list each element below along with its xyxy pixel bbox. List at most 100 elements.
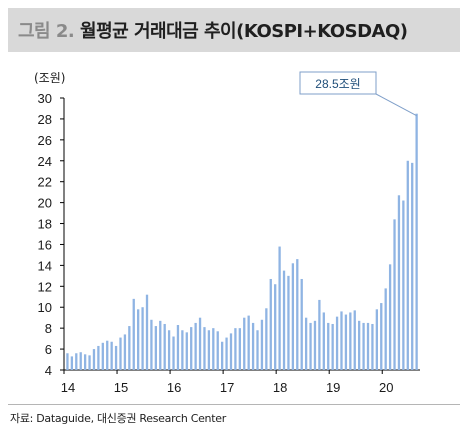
x-tick-label: 19	[326, 380, 340, 395]
y-tick-label: 28	[38, 112, 52, 127]
bar-2014-11	[110, 341, 113, 370]
bar-2018-01	[278, 246, 281, 370]
y-tick-label: 14	[38, 258, 52, 273]
bar-2019-05	[349, 312, 352, 370]
bar-2014-09	[101, 342, 104, 370]
bar-2016-01	[172, 336, 175, 370]
bar-2015-11	[163, 323, 166, 370]
bar-2014-12	[114, 345, 118, 370]
bar-2019-01	[331, 323, 334, 370]
x-tick-label: 15	[114, 380, 128, 395]
peak-callout: 28.5조원	[299, 71, 417, 117]
bar-2014-07	[92, 349, 96, 370]
bar-2018-10	[318, 299, 321, 370]
bar-2018-03	[287, 275, 290, 370]
bar-2016-07	[198, 317, 202, 370]
bar-2020-08	[415, 113, 418, 370]
bar-2018-08	[309, 322, 312, 370]
bar-2019-04	[344, 314, 348, 370]
x-axis-ticks: 14 15 16 17 18 19 20	[61, 370, 393, 395]
bar-2019-09	[366, 322, 370, 370]
y-tick-label: 24	[38, 154, 52, 169]
bar-2019-10	[371, 323, 374, 370]
bar-2017-01	[225, 337, 228, 370]
figure-title: 그림 2. 월평균 거래대금 추이(KOSPI+KOSDAQ)	[18, 17, 408, 43]
bar-2017-09	[260, 319, 264, 370]
bar-2020-04	[397, 195, 401, 370]
bar-2016-10	[212, 328, 215, 370]
bar-2016-03	[181, 330, 184, 370]
y-tick-label: 10	[38, 300, 52, 315]
x-tick-label: 14	[61, 380, 75, 395]
bar-2019-08	[362, 322, 365, 370]
bar-2019-06	[353, 310, 356, 370]
bar-2020-05	[402, 200, 405, 370]
y-tick-label: 22	[38, 175, 52, 190]
bar-2016-08	[203, 327, 206, 370]
bar-2015-03	[128, 326, 131, 370]
bar-2014-01	[66, 353, 69, 370]
bar-2018-07	[304, 317, 308, 370]
y-tick-label: 30	[38, 91, 52, 106]
y-tick-label: 16	[38, 237, 52, 252]
bar-2014-05	[83, 354, 87, 370]
x-tick-label: 16	[167, 380, 181, 395]
bar-2018-02	[282, 270, 286, 370]
source-note: 자료: Dataguide, 대신증권 Research Center	[10, 412, 226, 425]
callout-box	[299, 71, 377, 95]
bar-2017-03	[234, 328, 237, 370]
bar-2014-02	[70, 356, 74, 370]
bar-2017-06	[247, 315, 250, 370]
bar-2019-02	[335, 316, 339, 370]
bar-2020-01	[384, 288, 387, 370]
bar-2015-06	[141, 307, 144, 370]
bar-2017-02	[229, 333, 233, 370]
callout-leader-line	[375, 93, 417, 117]
bar-2015-09	[154, 326, 157, 370]
bar-2016-09	[207, 330, 211, 370]
figure-title-bar: 그림 2. 월평균 거래대금 추이(KOSPI+KOSDAQ)	[8, 8, 460, 52]
bar-2018-05	[296, 259, 299, 370]
bar-2016-11	[216, 331, 219, 370]
bar-2015-02	[123, 334, 127, 370]
bar-2016-06	[194, 322, 197, 370]
bar-2014-08	[97, 345, 100, 370]
bar-2019-07	[358, 320, 361, 370]
bar-2017-08	[256, 330, 259, 370]
x-tick-label: 18	[273, 380, 287, 395]
bar-2020-07	[411, 162, 414, 370]
bar-2016-12	[221, 341, 224, 370]
bar-2018-06	[300, 278, 303, 370]
y-tick-label: 18	[38, 217, 52, 232]
y-tick-label: 26	[38, 133, 52, 148]
bar-2015-08	[150, 319, 153, 370]
y-tick-label: 20	[38, 196, 52, 211]
y-tick-label: 6	[45, 342, 52, 357]
bar-2017-10	[265, 308, 268, 370]
bar-2016-05	[190, 327, 193, 370]
bar-2018-11	[322, 312, 325, 370]
y-tick-label: 8	[45, 321, 52, 336]
bar-2014-03	[75, 353, 78, 370]
bar-2020-03	[393, 219, 396, 370]
bar-2018-04	[291, 263, 295, 370]
footer-divider	[8, 404, 460, 405]
bar-2019-03	[340, 311, 343, 370]
bar-2017-11	[269, 278, 272, 370]
bar-2017-12	[274, 284, 277, 370]
y-axis-ticks: 4 6 8 10 12 14 16 18 20 22 24 26 28 30	[38, 91, 64, 378]
bar-2015-05	[137, 309, 140, 370]
bar-2019-11	[375, 309, 378, 370]
bar-2018-09	[313, 320, 317, 370]
bar-2015-04	[132, 298, 135, 370]
x-tick-label: 20	[379, 380, 393, 395]
bar-2017-07	[251, 322, 255, 370]
y-axis-unit-label: (조원)	[34, 71, 65, 85]
bar-2017-05	[243, 317, 246, 370]
bar-2014-04	[79, 352, 82, 370]
bar-2017-04	[238, 328, 241, 370]
bar-2019-12	[380, 303, 383, 370]
bar-2018-12	[327, 322, 330, 370]
bar-2020-06	[406, 160, 409, 370]
